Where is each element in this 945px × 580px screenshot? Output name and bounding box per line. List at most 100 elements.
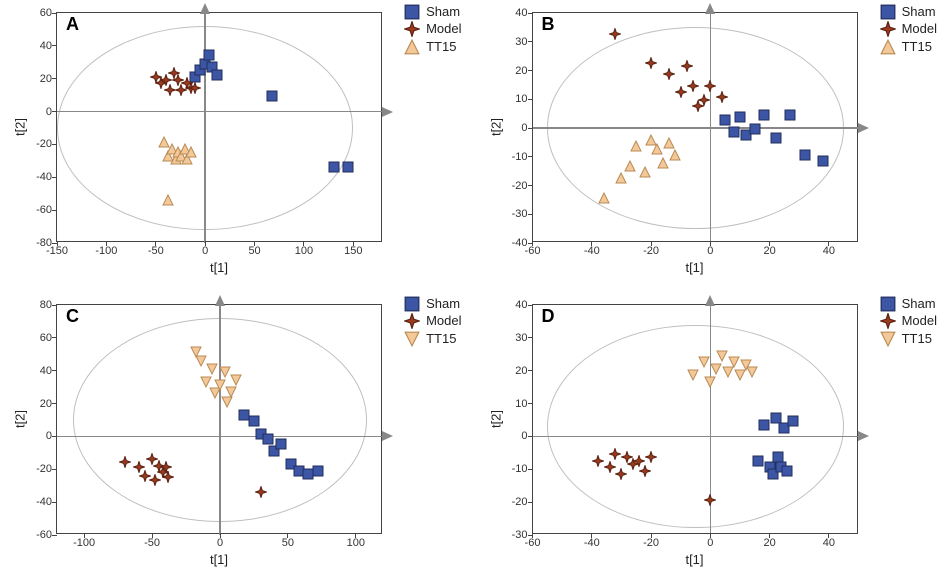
x-axis-line (533, 127, 859, 129)
data-point (681, 59, 693, 77)
x-tick-label: 0 (707, 245, 713, 257)
data-point (160, 460, 172, 478)
y-tick-label: -20 (512, 180, 528, 192)
x-axis-line (533, 436, 859, 438)
legend-item: TT15 (404, 331, 461, 347)
y-axis-arrow (705, 3, 715, 14)
y-tick (528, 185, 533, 186)
y-tick (528, 99, 533, 100)
data-point (716, 349, 728, 367)
y-tick-label: 0 (521, 122, 527, 134)
legend: ShamModelTT15 (880, 296, 937, 348)
y-tick-label: 80 (40, 299, 52, 311)
data-point (119, 455, 131, 473)
legend-label: TT15 (902, 331, 932, 347)
legend-label: Sham (426, 4, 460, 20)
y-tick-label: 20 (40, 398, 52, 410)
y-tick-label: 40 (40, 40, 52, 52)
x-tick-label: -50 (144, 537, 160, 549)
y-tick (528, 535, 533, 536)
plot-area: -60-40-2002040-40-30-20-10010203040 (532, 12, 858, 242)
data-point (704, 79, 716, 97)
y-tick-label: -40 (512, 237, 528, 249)
y-tick-label: -40 (36, 171, 52, 183)
y-tick-label: -30 (512, 208, 528, 220)
y-tick-label: 20 (515, 65, 527, 77)
data-point (746, 365, 758, 383)
data-point (752, 454, 764, 472)
data-point (758, 108, 770, 126)
panel-letter: B (542, 14, 555, 35)
y-tick (52, 502, 57, 503)
y-tick (528, 243, 533, 244)
legend-item: Model (404, 313, 461, 329)
y-tick-label: -20 (36, 138, 52, 150)
data-point (675, 85, 687, 103)
y-axis-label: t[2] (488, 118, 503, 136)
y-tick (528, 214, 533, 215)
x-tick-label: -100 (95, 245, 117, 257)
x-tick-label: 40 (823, 245, 835, 257)
y-tick-label: 40 (40, 365, 52, 377)
data-point (704, 493, 716, 511)
y-tick-label: 30 (515, 36, 527, 48)
y-tick-label: 40 (515, 7, 527, 19)
data-point (185, 145, 197, 163)
data-point (687, 368, 699, 386)
data-point (206, 362, 218, 380)
y-tick-label: -40 (36, 496, 52, 508)
y-tick-label: -10 (512, 151, 528, 163)
y-tick (528, 70, 533, 71)
data-point (609, 27, 621, 45)
data-point (770, 131, 782, 149)
data-point (624, 159, 636, 177)
y-tick-label: -10 (512, 463, 528, 475)
panel-letter: A (66, 14, 79, 35)
x-tick-label: 0 (217, 537, 223, 549)
data-point (162, 193, 174, 211)
x-tick-label: 100 (295, 245, 313, 257)
x-axis-label: t[1] (685, 552, 703, 567)
x-axis-arrow (858, 123, 869, 133)
y-tick (528, 502, 533, 503)
y-tick (52, 535, 57, 536)
panel-d: ShamModelTT15-60-40-2002040-30-20-100102… (482, 296, 940, 574)
x-tick-label: 100 (347, 537, 365, 549)
legend-item: Sham (404, 4, 461, 20)
legend-label: Model (426, 21, 461, 37)
y-tick-label: 0 (521, 430, 527, 442)
y-tick (52, 78, 57, 79)
data-point (645, 56, 657, 74)
legend-item: TT15 (880, 39, 937, 55)
data-point (275, 437, 287, 455)
y-tick (528, 337, 533, 338)
x-tick-label: 50 (282, 537, 294, 549)
data-point (698, 355, 710, 373)
y-axis-label: t[2] (13, 410, 28, 428)
data-point (787, 414, 799, 432)
y-tick-label: 20 (515, 365, 527, 377)
x-axis-label: t[1] (685, 260, 703, 275)
x-tick-label: -20 (643, 537, 659, 549)
x-tick-label: 40 (823, 537, 835, 549)
data-point (255, 485, 267, 503)
y-tick-label: 40 (515, 299, 527, 311)
data-point (645, 450, 657, 468)
x-tick-label: -40 (584, 537, 600, 549)
y-axis-arrow (200, 3, 210, 14)
panel-a: ShamModelTT15-150-100-50050100150-80-60-… (6, 4, 464, 282)
legend: ShamModelTT15 (404, 4, 461, 56)
data-point (592, 454, 604, 472)
x-axis-label: t[1] (210, 260, 228, 275)
legend-label: Sham (426, 296, 460, 312)
x-axis-arrow (382, 107, 393, 117)
data-point (657, 156, 669, 174)
legend-label: Sham (902, 4, 936, 20)
y-tick-label: 30 (515, 332, 527, 344)
panel-letter: C (66, 306, 79, 327)
x-axis-arrow (382, 431, 393, 441)
y-tick (528, 436, 533, 437)
y-tick-label: 0 (46, 430, 52, 442)
x-tick-label: 0 (202, 245, 208, 257)
y-tick-label: -60 (36, 204, 52, 216)
